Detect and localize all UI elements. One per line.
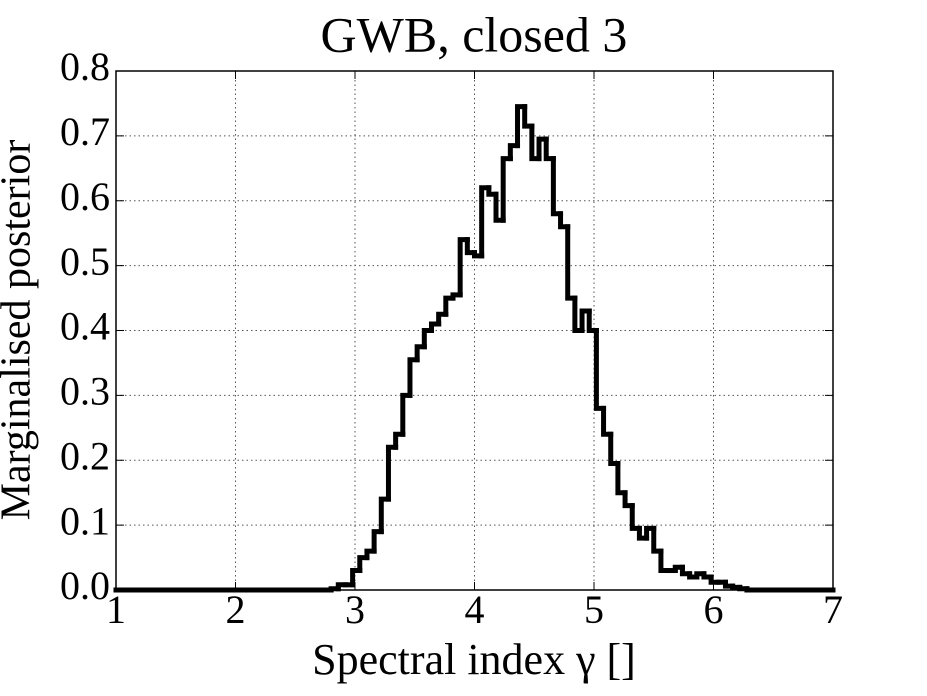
y-tick-label: 0.6 — [60, 174, 110, 219]
plot-frame — [115, 70, 834, 591]
x-tick-label: 1 — [106, 587, 126, 632]
x-tick-label: 2 — [226, 587, 246, 632]
y-tick-label: 0.4 — [60, 304, 110, 349]
y-tick-label: 0.8 — [60, 44, 110, 89]
y-tick-label: 0.5 — [60, 239, 110, 284]
y-tick-label: 0.2 — [60, 433, 110, 478]
x-axis-label: Spectral index γ [] — [312, 635, 636, 684]
x-tick-label: 6 — [704, 587, 724, 632]
y-axis-label: Marginalised posterior — [0, 140, 40, 521]
x-tick-label: 7 — [823, 587, 843, 632]
chart-title: GWB, closed 3 — [321, 6, 628, 62]
y-tick-label: 0.3 — [60, 369, 110, 414]
x-tick-label: 5 — [584, 587, 604, 632]
y-tick-label: 0.1 — [60, 498, 110, 543]
y-tick-label: 0.7 — [60, 109, 110, 154]
y-tick-label: 0.0 — [60, 563, 110, 608]
x-tick-label: 3 — [345, 587, 365, 632]
x-tick-label: 4 — [465, 587, 485, 632]
